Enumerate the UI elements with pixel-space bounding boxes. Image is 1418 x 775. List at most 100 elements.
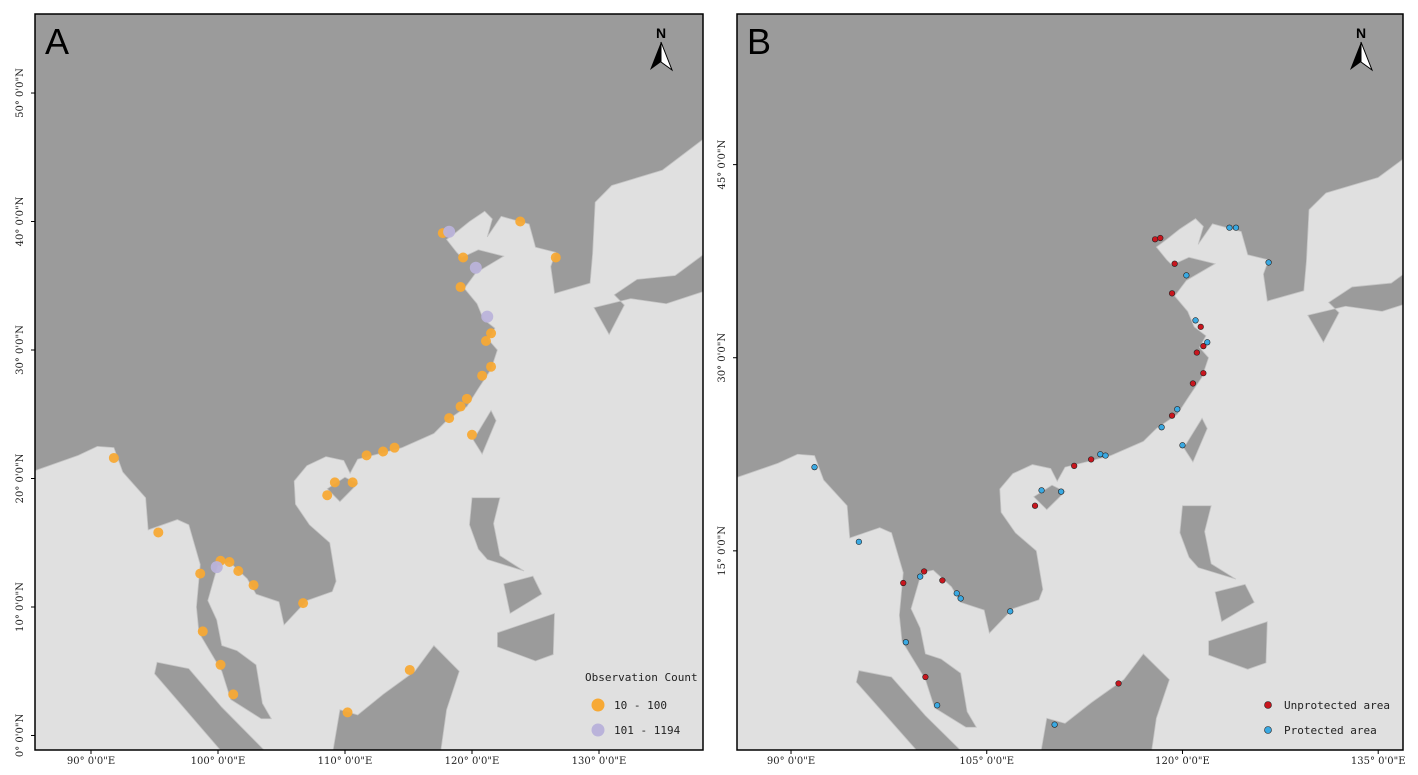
site-point <box>1192 317 1199 324</box>
site-point <box>486 328 497 339</box>
site-point <box>900 579 907 587</box>
land <box>35 14 703 720</box>
land <box>332 644 460 750</box>
land <box>1208 621 1268 670</box>
site-point <box>215 659 226 670</box>
land <box>1214 583 1255 623</box>
site-point <box>1007 608 1014 615</box>
site-point <box>1232 224 1240 231</box>
site-point <box>811 464 818 471</box>
y-tick-label: 10° 0'0"N <box>15 582 26 632</box>
land <box>855 670 961 750</box>
legend-title: Observation Count <box>585 671 698 684</box>
site-point <box>224 557 235 568</box>
site-point <box>481 310 494 323</box>
site-point <box>466 429 477 440</box>
site-point <box>1226 224 1233 231</box>
y-tick-label: 45° 0'0"N <box>717 140 728 190</box>
north-arrow <box>1350 42 1361 70</box>
north-arrow <box>1360 41 1374 72</box>
site-point <box>1151 236 1159 243</box>
x-tick-label: 120° 0'0"E <box>445 756 500 767</box>
site-point <box>515 216 526 227</box>
legend-label: 101 - 1194 <box>614 724 681 737</box>
site-point <box>378 446 389 457</box>
site-point <box>1168 290 1176 297</box>
site-point <box>455 401 466 412</box>
y-tick-label: 50° 0'0"N <box>15 68 26 118</box>
site-point <box>477 370 488 381</box>
land <box>469 497 525 572</box>
site-point <box>921 568 928 575</box>
site-point <box>1197 323 1204 330</box>
site-point <box>210 561 223 574</box>
land <box>1183 417 1208 463</box>
x-tick-label: 110° 0'0"E <box>318 756 373 767</box>
site-point <box>361 450 372 461</box>
site-point <box>1097 451 1104 458</box>
x-tick-label: 100° 0'0"E <box>191 756 246 767</box>
land <box>503 575 543 615</box>
site-point <box>197 626 208 637</box>
y-tick-label: 20° 0'0"N <box>15 453 26 503</box>
north-label: N <box>656 25 666 41</box>
site-point <box>1200 343 1207 350</box>
legend-swatch <box>591 723 605 737</box>
site-point <box>1179 442 1186 449</box>
site-point <box>404 664 415 675</box>
land <box>472 409 497 455</box>
site-point <box>461 393 472 404</box>
site-point <box>934 702 941 709</box>
site-point <box>1031 502 1039 509</box>
legend-swatch <box>1264 726 1272 734</box>
x-tick-label: 120° 0'0"E <box>1155 756 1210 767</box>
x-tick-label: 90° 0'0"E <box>767 756 815 767</box>
site-point <box>298 598 309 609</box>
y-tick-label: 40° 0'0"N <box>15 196 26 246</box>
y-tick-label: 15° 0'0"N <box>717 526 728 576</box>
legend-label: 10 - 100 <box>614 699 667 712</box>
site-point <box>458 252 469 263</box>
site-point <box>329 477 340 488</box>
site-point <box>1183 272 1190 279</box>
site-point <box>550 252 561 263</box>
site-point <box>1051 721 1058 728</box>
site-point <box>228 689 239 700</box>
land <box>593 254 703 336</box>
land <box>1040 653 1170 750</box>
site-point <box>1204 339 1211 346</box>
site-point <box>486 361 497 372</box>
north-label: N <box>1356 25 1366 41</box>
site-point <box>1171 260 1178 267</box>
site-point <box>1058 488 1065 495</box>
site-point <box>939 577 946 584</box>
x-tick-label: 135° 0'0"E <box>1351 756 1406 767</box>
x-tick-label: 90° 0'0"E <box>67 756 115 767</box>
site-point <box>1168 412 1176 419</box>
site-point <box>917 573 924 580</box>
x-tick-label: 105° 0'0"E <box>959 756 1014 767</box>
legend-swatch <box>1264 701 1272 709</box>
site-point <box>1088 456 1095 463</box>
site-point <box>108 452 119 463</box>
site-point <box>855 538 862 545</box>
site-point <box>902 639 909 646</box>
y-tick-label: 30° 0'0"N <box>717 333 728 383</box>
site-point <box>455 282 466 293</box>
site-point <box>1174 406 1181 413</box>
land <box>1307 274 1403 344</box>
site-point <box>1115 680 1122 687</box>
site-point <box>443 225 456 238</box>
site-point <box>1102 452 1109 459</box>
land <box>154 661 265 750</box>
site-point <box>347 477 358 488</box>
legend-swatch <box>591 698 605 712</box>
legend-label: Unprotected area <box>1284 699 1390 712</box>
site-point <box>480 336 491 347</box>
site-point <box>469 261 482 274</box>
site-point <box>195 568 206 579</box>
site-point <box>248 580 259 591</box>
land <box>1179 505 1237 580</box>
legend-label: Protected area <box>1284 724 1377 737</box>
